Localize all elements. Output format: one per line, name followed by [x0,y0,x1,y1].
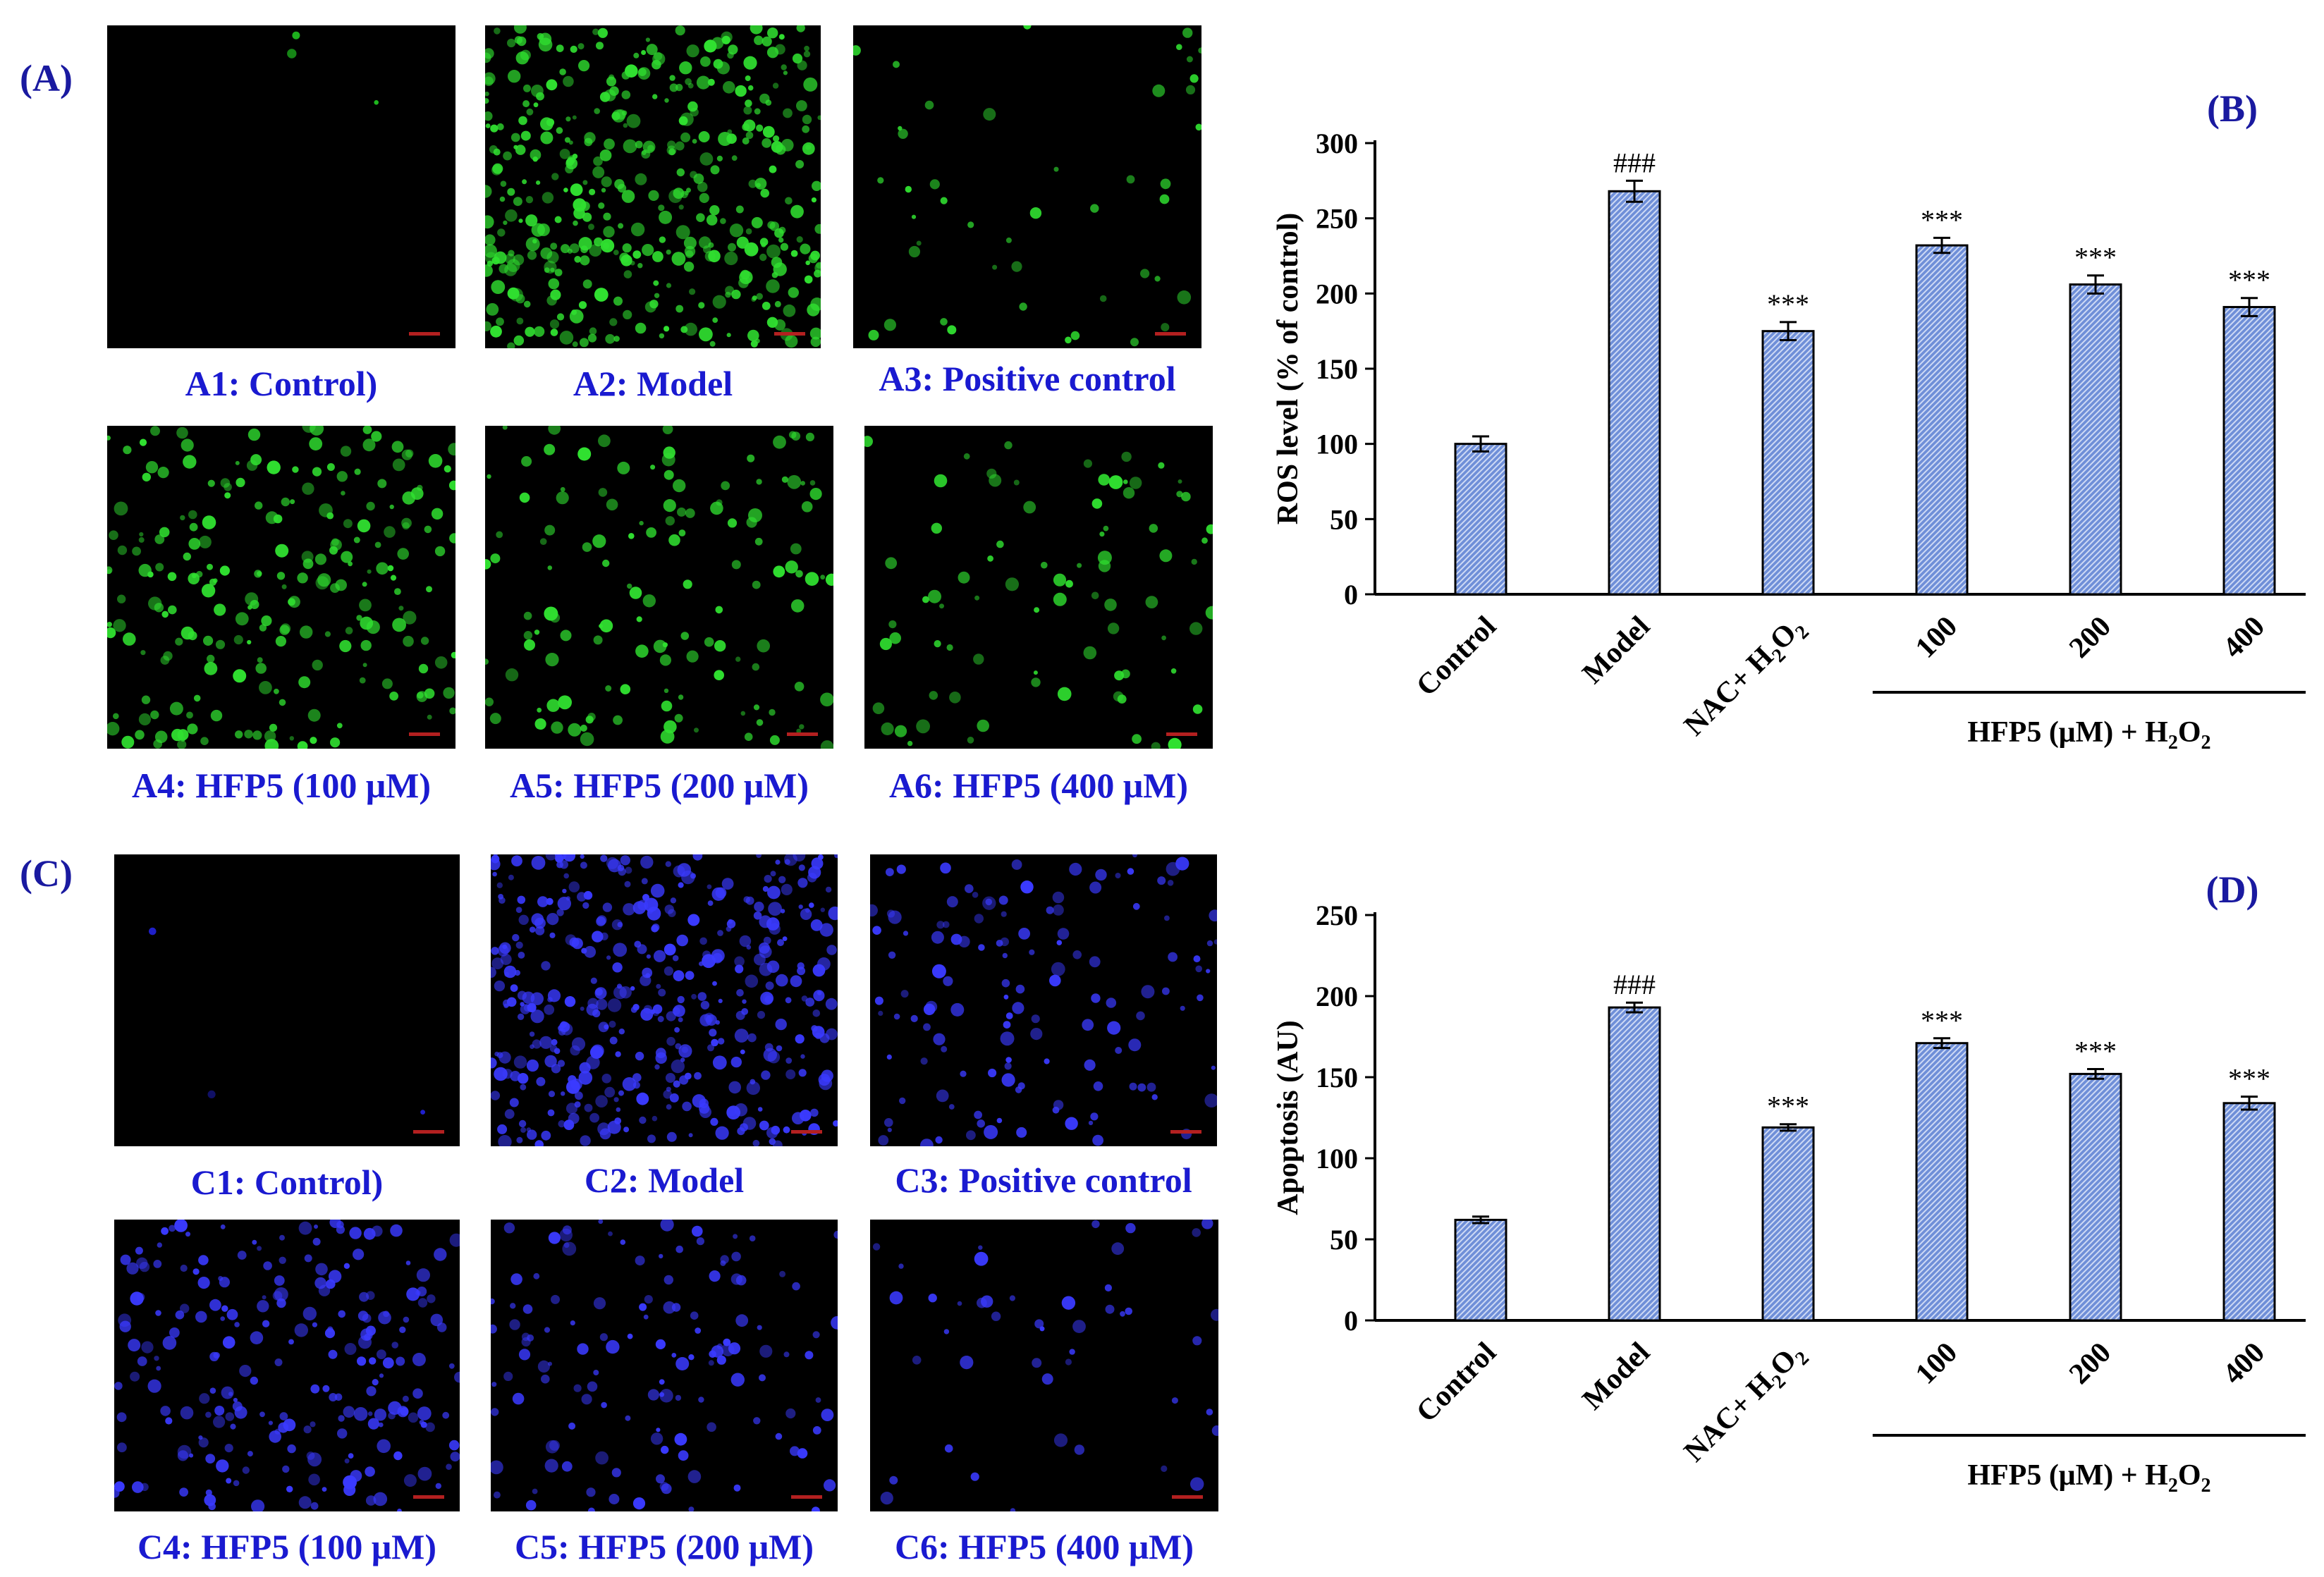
y-tick-label: 200 [1316,278,1358,309]
x-tick-label-1: Model [1577,1337,1656,1416]
y-tick-label: 250 [1316,900,1358,931]
micrograph-c1 [114,854,460,1146]
bar-0 [1454,1218,1507,1322]
x-tick-label-0: Control [1410,610,1503,703]
significance-label-4: *** [2074,242,2117,274]
bar-2 [1761,330,1815,596]
caption-a5: A5: HFP5 (200 μM) [509,766,809,805]
y-tick-label: 150 [1316,1062,1358,1093]
y-tick-label: 200 [1316,981,1358,1012]
panel-label-d: (D) [2206,869,2259,911]
micrograph-a4 [107,426,455,749]
bar-3 [1915,244,1969,596]
y-axis-label: Apoptosis (AU) [1272,1020,1304,1215]
caption-a6: A6: HFP5 (400 μM) [888,766,1189,805]
y-tick-label: 0 [1344,1305,1358,1337]
micrograph-a2 [485,25,821,348]
chart-b-svg: 0 50 100 150 200 250 300 ROS level (% of contro… [1272,87,2306,754]
y-tick-label: 50 [1330,1224,1358,1256]
y-tick-label: 250 [1316,203,1358,235]
x-tick-label-3: 100 [1909,610,1964,665]
micrograph-c2 [491,854,838,1146]
y-tick-label: 150 [1316,353,1358,385]
group-label: HFP5 (μM) + H2O2 [1967,716,2210,754]
bar-0 [1454,443,1507,596]
significance-label-2: *** [1767,288,1809,320]
bar-1 [1608,190,1661,596]
group-label: HFP5 (μM) + H2O2 [1967,1459,2210,1497]
bar-1 [1608,1006,1661,1322]
y-tick-label: 100 [1316,429,1358,460]
caption-a1: A1: Control) [185,364,378,403]
x-tick-label-4: 200 [2063,610,2117,665]
significance-label-5: *** [2228,1063,2270,1095]
x-tick-label-1: Model [1577,610,1656,690]
panel-label-b: (B) [2207,87,2258,130]
micrograph-c3 [870,854,1217,1146]
micrograph-a5 [485,426,833,749]
micrograph-c6 [870,1220,1218,1511]
bar-5 [2222,1102,2276,1322]
caption-c2: C2: Model [584,1160,745,1200]
caption-c5: C5: HFP5 (200 μM) [514,1527,814,1566]
significance-label-1: ### [1613,147,1656,178]
micrograph-a6 [864,426,1213,749]
caption-c6: C6: HFP5 (400 μM) [894,1527,1194,1566]
caption-c1: C1: Control) [190,1162,384,1202]
panel-label-a: (A) [20,57,73,99]
chart-d-svg: 0 50 100 150 200 250 Apoptosis (AU) Control ### M… [1272,869,2306,1497]
y-tick-label: 50 [1330,503,1358,535]
caption-a4: A4: HFP5 (100 μM) [131,766,432,805]
significance-label-3: *** [1921,204,1963,235]
chart-d: 0 50 100 150 200 250 Apoptosis (AU) Control ### M… [1255,860,2313,1565]
panel-label-c: (C) [20,852,73,895]
caption-a3: A3: Positive control [879,359,1176,398]
significance-label-5: *** [2228,264,2270,296]
x-tick-label-2: NAC+ H2O2 [1678,610,1814,746]
caption-c4: C4: HFP5 (100 μM) [137,1527,437,1566]
significance-label-1: ### [1613,969,1656,1000]
significance-label-2: *** [1767,1091,1809,1122]
y-tick-label: 300 [1316,128,1358,159]
micrograph-a3 [853,25,1201,348]
micrograph-a1 [107,25,455,348]
bar-4 [2069,1072,2122,1322]
significance-label-3: *** [1921,1005,1963,1036]
x-tick-label-4: 200 [2063,1337,2117,1391]
x-tick-label-0: Control [1410,1337,1503,1429]
bar-5 [2222,306,2276,596]
bar-2 [1761,1126,1815,1322]
bar-3 [1915,1042,1969,1322]
y-axis-label: ROS level (% of control) [1272,213,1304,524]
caption-c3: C3: Positive control [895,1160,1192,1200]
micrograph-c5 [491,1220,838,1511]
x-tick-label-3: 100 [1909,1337,1964,1391]
micrograph-c4 [114,1220,460,1511]
bar-4 [2069,283,2122,596]
y-tick-label: 100 [1316,1143,1358,1174]
significance-label-4: *** [2074,1036,2117,1067]
x-tick-label-2: NAC+ H2O2 [1678,1337,1814,1472]
x-tick-label-5: 400 [2217,1337,2271,1391]
x-tick-label-5: 400 [2217,610,2271,665]
caption-a2: A2: Model [573,364,733,403]
y-tick-label: 0 [1344,579,1358,610]
chart-b: 0 50 100 150 200 250 300 ROS level (% of contro… [1255,42,2313,783]
